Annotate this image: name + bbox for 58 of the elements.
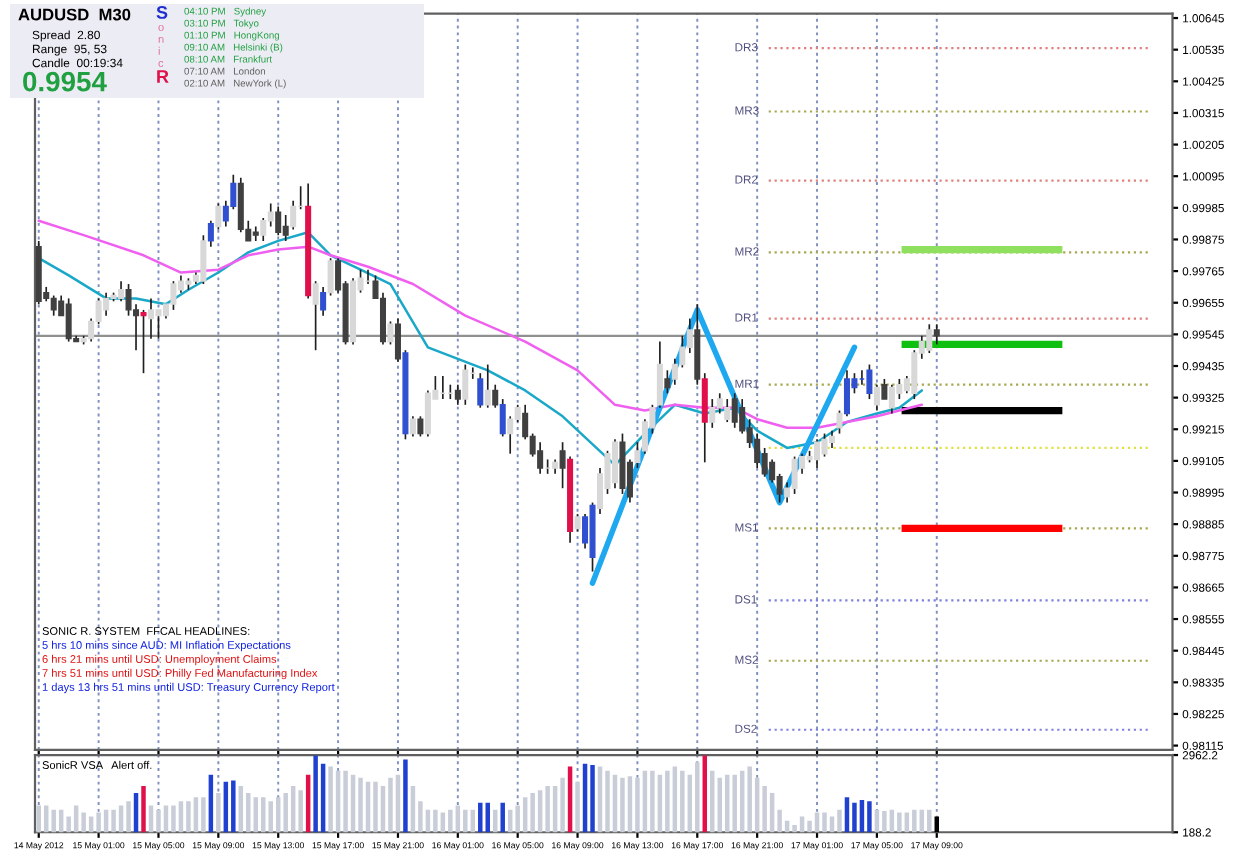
annotation: R (157, 70, 169, 83)
candlestick (724, 398, 731, 423)
candlestick (312, 280, 319, 352)
candlestick (477, 372, 484, 409)
candlestick (454, 383, 461, 406)
candlestick (147, 297, 155, 340)
candlestick (275, 205, 282, 236)
line-series (37, 219, 924, 430)
candlestick (394, 317, 401, 363)
candlestick (207, 219, 214, 248)
candlestick (200, 234, 207, 285)
candlestick (327, 257, 334, 297)
candlestick (761, 447, 768, 478)
candlestick (582, 513, 589, 550)
candlestick (611, 438, 618, 490)
candlestick (409, 415, 416, 438)
candlestick (537, 441, 544, 475)
line-series (589, 307, 858, 586)
candlestick (387, 320, 394, 346)
candlestick (791, 455, 798, 495)
candlestick (933, 323, 940, 346)
candlestick (170, 280, 177, 311)
candlestick (118, 280, 125, 303)
candlestick (65, 297, 72, 343)
candlestick (103, 291, 110, 317)
candlestick (492, 383, 499, 409)
candlestick (836, 409, 843, 435)
candlestick (701, 372, 708, 464)
annotation: S (156, 6, 168, 19)
candlestick (926, 323, 933, 354)
candlestick (50, 294, 57, 317)
candlestick (155, 309, 162, 340)
candlestick (267, 202, 274, 228)
candlestick (424, 389, 431, 438)
candlestick (739, 398, 746, 435)
candlestick (716, 392, 723, 415)
candlestick (888, 383, 895, 415)
candlestick (873, 383, 880, 412)
candlestick (507, 415, 514, 455)
candlestick (619, 432, 626, 495)
candlestick (656, 340, 663, 409)
candlestick (260, 217, 267, 242)
candlestick (731, 392, 738, 429)
candlestick (821, 432, 828, 458)
candlestick (320, 286, 327, 317)
candlestick (814, 438, 821, 469)
candlestick (709, 398, 716, 429)
candlestick (237, 176, 244, 234)
candlestick (417, 415, 424, 438)
annotation: 0.9954 (23, 71, 107, 92)
candlestick (484, 363, 491, 409)
candlestick (843, 369, 850, 418)
candlestick (462, 363, 469, 406)
candlestick (664, 369, 671, 395)
candlestick (140, 309, 147, 375)
annotation: AUDUSD M30 (18, 8, 131, 21)
candlestick (911, 349, 918, 400)
candlestick (866, 363, 873, 400)
